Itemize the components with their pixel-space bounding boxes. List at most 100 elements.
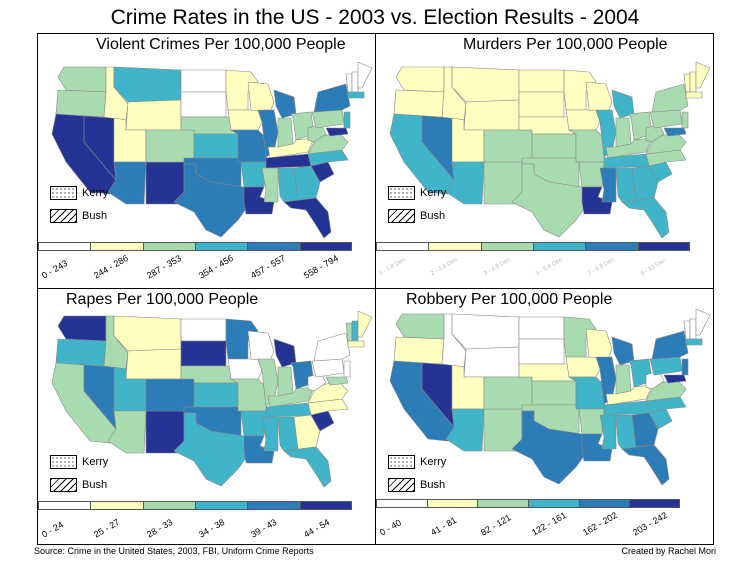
legend-swatch (299, 501, 352, 510)
state-mn (225, 318, 259, 360)
state-ia (565, 356, 601, 378)
legend-swatch (142, 242, 195, 251)
state-me (357, 311, 373, 338)
legend-tick-label: 25 - 27 (92, 516, 122, 540)
state-in (277, 117, 294, 148)
state-nh (351, 71, 359, 93)
state-md (663, 374, 687, 384)
election-key: Kerry Bush (388, 455, 446, 501)
state-pa (311, 358, 345, 378)
state-in (615, 364, 632, 395)
state-ny (651, 330, 689, 360)
legend-swatch (376, 242, 429, 251)
legend-tick-label: 39 - 43 (249, 516, 279, 540)
state-nj (343, 111, 351, 129)
legend-swatch (527, 499, 579, 508)
state-ms (599, 414, 617, 450)
key-row-kerry: Kerry (388, 455, 446, 469)
state-or (393, 336, 445, 365)
bush-label: Bush (420, 479, 446, 491)
bush-label: Bush (82, 210, 108, 222)
legend-tick-label: 2 - 2.6 Den (430, 257, 460, 278)
key-row-bush: Bush (388, 478, 446, 492)
state-ar (578, 161, 605, 188)
state-wy (125, 348, 182, 380)
state-ms (599, 167, 617, 203)
state-fl (621, 197, 670, 239)
legend-swatch (38, 242, 91, 251)
state-ga (293, 414, 321, 450)
legend-swatch (90, 242, 143, 251)
credit-note: Created by Rachel Mori (621, 546, 716, 556)
election-key: Kerry Bush (388, 186, 446, 232)
legend-tick-label: 9 - 13 Den (639, 257, 667, 278)
state-ga (631, 165, 659, 201)
state-mt (113, 315, 182, 352)
state-wy (463, 346, 520, 378)
state-wy (463, 99, 520, 131)
us-choropleth-map (389, 62, 711, 239)
key-row-bush: Bush (50, 209, 108, 223)
state-ma (685, 338, 703, 346)
bush-swatch (50, 209, 77, 223)
state-co (145, 129, 195, 163)
legend-tick-label: 3 - 4.8 Den (482, 257, 512, 278)
state-md (663, 127, 687, 137)
panel-title: Rapes Per 100,000 People (66, 291, 259, 308)
us-choropleth-map (51, 311, 373, 488)
state-me (695, 309, 711, 336)
kerry-label: Kerry (420, 456, 447, 468)
legend-swatch (637, 242, 690, 251)
us-choropleth-map (389, 309, 711, 486)
state-la (243, 186, 275, 215)
legend-swatch (585, 242, 638, 251)
legend-swatch (426, 499, 478, 508)
state-in (615, 117, 632, 148)
state-or (55, 89, 107, 118)
state-wi (247, 330, 275, 362)
state-ks (531, 133, 577, 159)
legend-tick-label: 457 - 557 (249, 252, 288, 281)
state-wy (125, 99, 182, 131)
state-mi (273, 338, 297, 368)
legend-tick-label: 122 - 161 (530, 509, 568, 538)
robbery-panel: Robbery Per 100,000 People Kerry Bush 0 - … (375, 288, 714, 545)
legend-swatch (247, 501, 300, 510)
legend-tick-label: 82 - 121 (479, 512, 513, 538)
legend-tick-label: 558 - 794 (301, 252, 340, 281)
kerry-swatch (388, 186, 415, 200)
state-or (393, 89, 445, 118)
bush-swatch (388, 209, 415, 223)
state-mn (225, 69, 259, 111)
legend-tick-label: 203 - 242 (631, 509, 670, 538)
state-co (483, 129, 533, 163)
legend-swatch (532, 242, 586, 251)
panel-title: Murders Per 100,000 People (463, 36, 668, 53)
state-ms (261, 416, 279, 452)
state-fl (283, 197, 332, 239)
election-key: Kerry Bush (50, 186, 108, 232)
state-me (357, 62, 373, 89)
legend-swatch (299, 242, 352, 251)
state-mi (273, 89, 297, 119)
state-wa (57, 315, 107, 342)
legend-tick-label: 1 - 1.8 Den (378, 257, 407, 278)
state-ia (565, 109, 601, 131)
legend-swatch (376, 499, 427, 508)
state-me (695, 62, 711, 89)
page-title: Crime Rates in the US - 2003 vs. Electio… (110, 6, 640, 29)
state-nj (681, 358, 689, 376)
bush-label: Bush (82, 479, 108, 491)
legend-swatch (480, 242, 533, 251)
legend-tick-label: 41 - 81 (428, 514, 458, 538)
state-mn (563, 316, 597, 358)
legend-swatch (247, 242, 300, 251)
state-tx (173, 163, 252, 238)
kerry-swatch (50, 455, 77, 469)
legend-tick-label: 0 - 243 (40, 257, 70, 281)
state-fl (621, 444, 670, 486)
state-sd (518, 338, 565, 365)
legend-swatch (38, 501, 91, 510)
state-sd (180, 340, 227, 367)
legend-tick-label: 0 - 24 (40, 519, 65, 540)
